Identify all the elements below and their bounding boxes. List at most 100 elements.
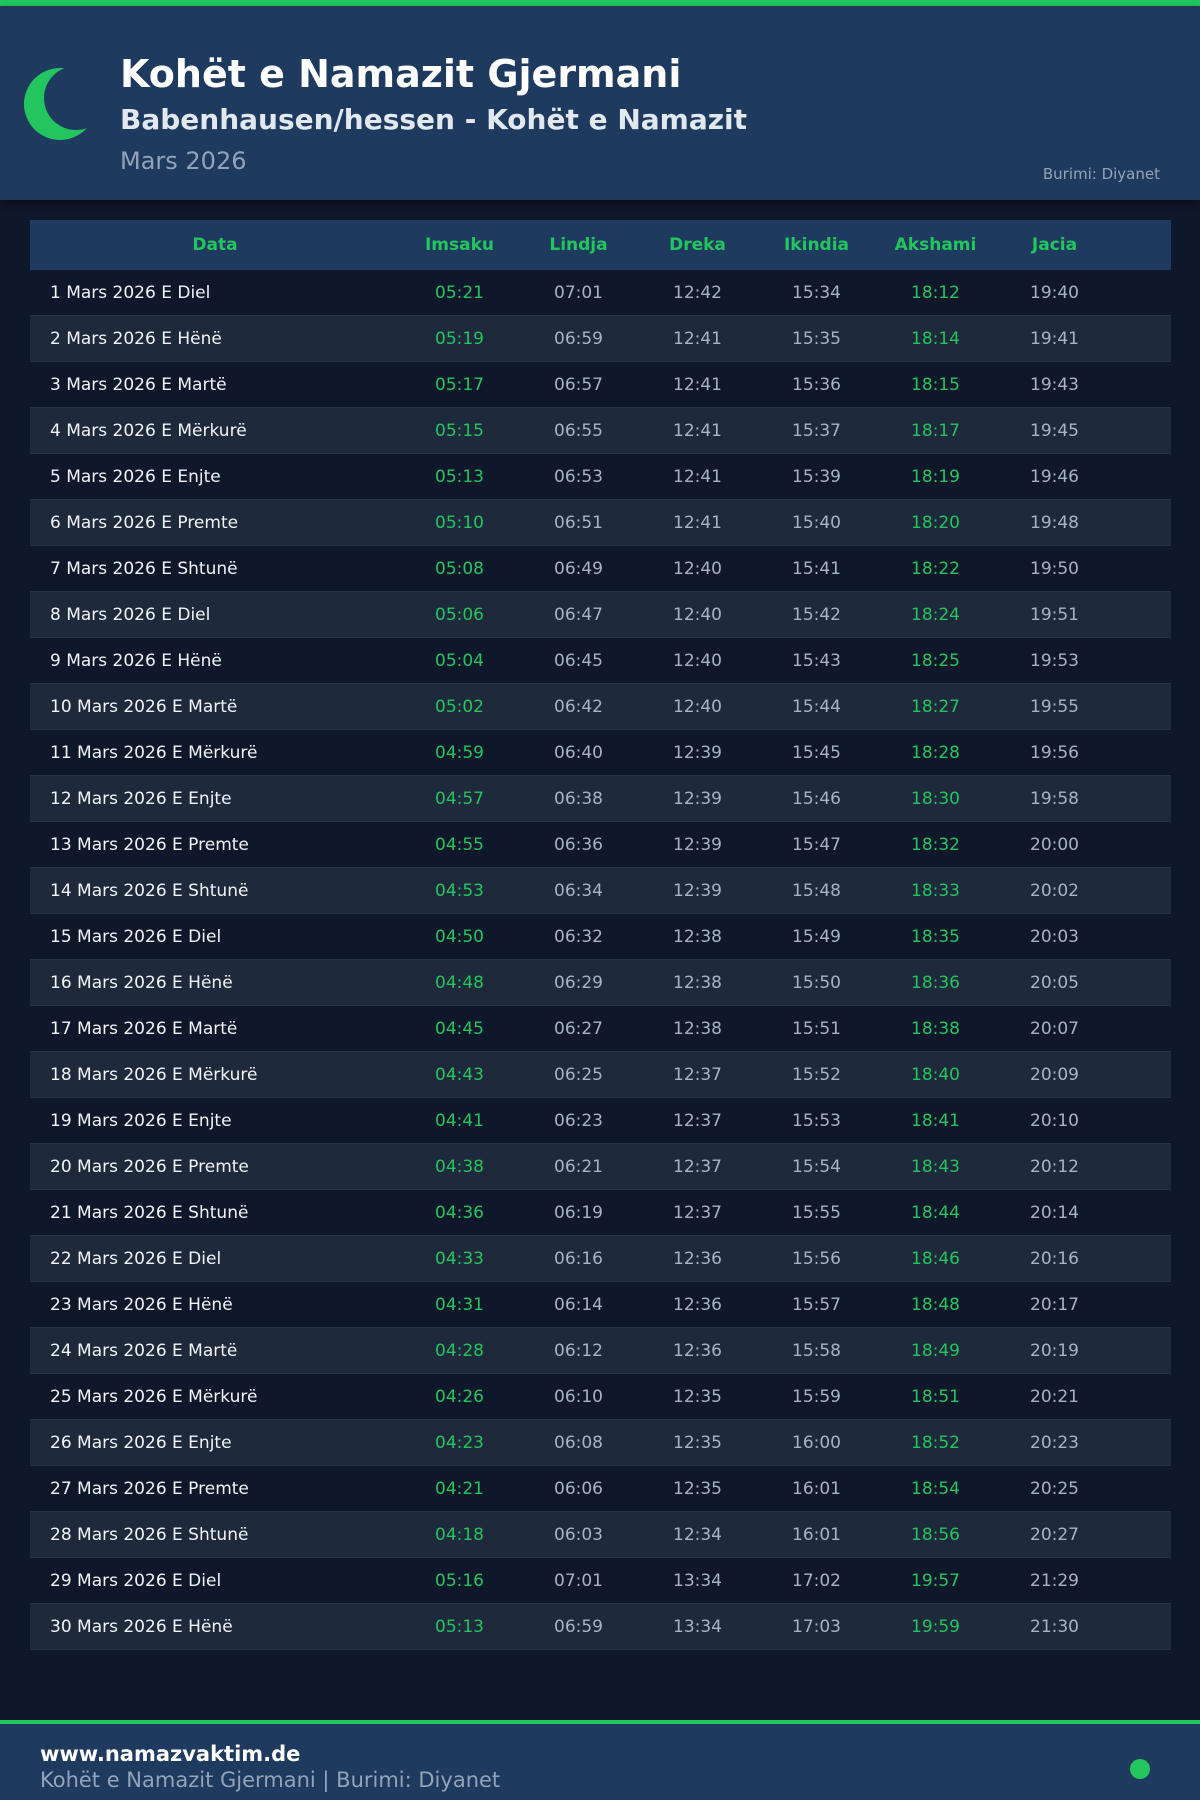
time-cell-dreka: 12:40: [673, 558, 722, 579]
date-cell: 25 Mars 2026 E Mërkurë: [50, 1386, 258, 1407]
time-cell-jacia: 20:23: [1030, 1432, 1079, 1453]
date-cell: 10 Mars 2026 E Martë: [50, 696, 238, 717]
time-cell-dreka: 12:40: [673, 604, 722, 625]
time-cell-ikindia: 15:56: [792, 1248, 841, 1269]
time-cell-imsaku: 04:41: [435, 1110, 484, 1131]
time-cell-akshami: 18:40: [911, 1064, 960, 1085]
table-row: 27 Mars 2026 E Premte 04:21 06:06 12:35 16:0…: [30, 1466, 1171, 1512]
time-cell-lindja: 06:59: [554, 1616, 603, 1637]
date-cell: 28 Mars 2026 E Shtunë: [50, 1524, 249, 1545]
table-row: 5 Mars 2026 E Enjte 05:13 06:53 12:41 15:39 1…: [30, 454, 1171, 500]
time-cell-lindja: 06:47: [554, 604, 603, 625]
time-cell-ikindia: 17:02: [792, 1570, 841, 1591]
time-cell-lindja: 06:45: [554, 650, 603, 671]
time-cell-ikindia: 15:41: [792, 558, 841, 579]
time-cell-lindja: 06:21: [554, 1156, 603, 1177]
table-row: 3 Mars 2026 E Martë 05:17 06:57 12:41 15:36 1…: [30, 362, 1171, 408]
table-row: 16 Mars 2026 E Hënë 04:48 06:29 12:38 15:50 1…: [30, 960, 1171, 1006]
time-cell-ikindia: 15:50: [792, 972, 841, 993]
time-cell-dreka: 12:39: [673, 834, 722, 855]
time-cell-imsaku: 05:15: [435, 420, 484, 441]
time-cell-akshami: 18:17: [911, 420, 960, 441]
time-cell-imsaku: 04:45: [435, 1018, 484, 1039]
date-cell: 4 Mars 2026 E Mërkurë: [50, 420, 247, 441]
time-cell-jacia: 19:56: [1030, 742, 1079, 763]
time-cell-imsaku: 05:06: [435, 604, 484, 625]
time-cell-akshami: 18:56: [911, 1524, 960, 1545]
time-cell-ikindia: 15:36: [792, 374, 841, 395]
date-cell: 30 Mars 2026 E Hënë: [50, 1616, 233, 1637]
time-cell-imsaku: 04:31: [435, 1294, 484, 1315]
time-cell-lindja: 06:27: [554, 1018, 603, 1039]
time-cell-jacia: 19:41: [1030, 328, 1079, 349]
table-row: 24 Mars 2026 E Martë 04:28 06:12 12:36 15:58…: [30, 1328, 1171, 1374]
time-cell-imsaku: 05:13: [435, 466, 484, 487]
time-cell-imsaku: 04:23: [435, 1432, 484, 1453]
time-cell-ikindia: 15:43: [792, 650, 841, 671]
time-cell-akshami: 18:22: [911, 558, 960, 579]
time-cell-lindja: 06:03: [554, 1524, 603, 1545]
time-cell-jacia: 20:14: [1030, 1202, 1079, 1223]
time-cell-ikindia: 15:51: [792, 1018, 841, 1039]
time-cell-lindja: 06:40: [554, 742, 603, 763]
time-cell-dreka: 13:34: [673, 1570, 722, 1591]
time-cell-akshami: 18:49: [911, 1340, 960, 1361]
time-cell-akshami: 18:20: [911, 512, 960, 533]
time-cell-akshami: 18:54: [911, 1478, 960, 1499]
time-cell-imsaku: 04:38: [435, 1156, 484, 1177]
date-cell: 12 Mars 2026 E Enjte: [50, 788, 232, 809]
time-cell-dreka: 12:42: [673, 282, 722, 303]
table-row: 11 Mars 2026 E Mërkurë 04:59 06:40 12:39 15:…: [30, 730, 1171, 776]
time-cell-lindja: 06:53: [554, 466, 603, 487]
time-cell-akshami: 18:52: [911, 1432, 960, 1453]
time-cell-imsaku: 04:36: [435, 1202, 484, 1223]
table-row: 15 Mars 2026 E Diel 04:50 06:32 12:38 15:49 1…: [30, 914, 1171, 960]
time-cell-lindja: 06:32: [554, 926, 603, 947]
time-cell-lindja: 06:23: [554, 1110, 603, 1131]
table-row: 7 Mars 2026 E Shtunë 05:08 06:49 12:40 15:41…: [30, 546, 1171, 592]
time-cell-lindja: 06:49: [554, 558, 603, 579]
time-cell-imsaku: 05:02: [435, 696, 484, 717]
time-cell-imsaku: 04:28: [435, 1340, 484, 1361]
time-cell-akshami: 18:36: [911, 972, 960, 993]
table-row: 6 Mars 2026 E Premte 05:10 06:51 12:41 15:40…: [30, 500, 1171, 546]
time-cell-jacia: 20:10: [1030, 1110, 1079, 1131]
time-cell-ikindia: 15:59: [792, 1386, 841, 1407]
time-cell-dreka: 12:36: [673, 1340, 722, 1361]
table-row: 19 Mars 2026 E Enjte 04:41 06:23 12:37 15:53…: [30, 1098, 1171, 1144]
time-cell-akshami: 18:46: [911, 1248, 960, 1269]
table-row: 29 Mars 2026 E Diel 05:16 07:01 13:34 17:02 1…: [30, 1558, 1171, 1604]
column-header-akshami: Akshami: [894, 235, 977, 255]
time-cell-akshami: 18:43: [911, 1156, 960, 1177]
time-cell-imsaku: 04:33: [435, 1248, 484, 1269]
time-cell-imsaku: 04:48: [435, 972, 484, 993]
table-row: 13 Mars 2026 E Premte 04:55 06:36 12:39 15:4…: [30, 822, 1171, 868]
page-title: Kohët e Namazit Gjermani: [120, 52, 682, 96]
time-cell-dreka: 12:38: [673, 972, 722, 993]
time-cell-dreka: 12:39: [673, 742, 722, 763]
footer-text: Kohët e Namazit Gjermani | Burimi: Diyan…: [40, 1768, 501, 1792]
time-cell-lindja: 06:29: [554, 972, 603, 993]
table-row: 1 Mars 2026 E Diel 05:21 07:01 12:42 15:34 18…: [30, 270, 1171, 316]
time-cell-ikindia: 15:34: [792, 282, 841, 303]
table-row: 30 Mars 2026 E Hënë 05:13 06:59 13:34 17:03 1…: [30, 1604, 1171, 1650]
table-row: 26 Mars 2026 E Enjte 04:23 06:08 12:35 16:00…: [30, 1420, 1171, 1466]
date-cell: 24 Mars 2026 E Martë: [50, 1340, 238, 1361]
time-cell-jacia: 19:43: [1030, 374, 1079, 395]
time-cell-imsaku: 04:50: [435, 926, 484, 947]
table-row: 4 Mars 2026 E Mërkurë 05:15 06:55 12:41 15:3…: [30, 408, 1171, 454]
time-cell-imsaku: 05:04: [435, 650, 484, 671]
time-cell-jacia: 20:07: [1030, 1018, 1079, 1039]
time-cell-dreka: 12:38: [673, 1018, 722, 1039]
time-cell-jacia: 20:05: [1030, 972, 1079, 993]
date-cell: 14 Mars 2026 E Shtunë: [50, 880, 249, 901]
time-cell-lindja: 06:12: [554, 1340, 603, 1361]
time-cell-ikindia: 17:03: [792, 1616, 841, 1637]
footer-site-link[interactable]: www.namazvaktim.de: [40, 1742, 301, 1766]
date-cell: 18 Mars 2026 E Mërkurë: [50, 1064, 258, 1085]
time-cell-jacia: 20:27: [1030, 1524, 1079, 1545]
status-dot-icon: [1130, 1759, 1150, 1779]
time-cell-imsaku: 05:17: [435, 374, 484, 395]
date-cell: 2 Mars 2026 E Hënë: [50, 328, 222, 349]
time-cell-dreka: 12:37: [673, 1202, 722, 1223]
